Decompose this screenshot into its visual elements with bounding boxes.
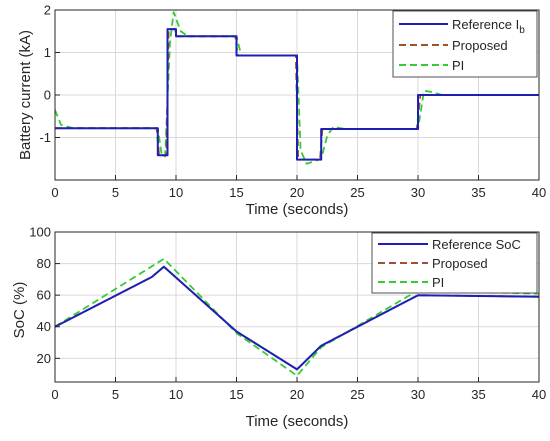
legend: Reference Ib Proposed PI [392,10,538,78]
y-axis-label-main: Battery current [17,61,34,160]
legend-label-pi: PI [452,58,464,73]
y-axis-label-unit: (kA) [17,30,34,62]
legend-label-reference-main: Reference I [452,17,519,32]
legend-label-pi: PI [432,275,444,290]
x-tick-label: 10 [169,185,183,200]
x-tick-label: 25 [350,185,364,200]
x-axis-label: Time (seconds) [246,201,349,218]
x-tick-label: 35 [471,185,485,200]
legend-label-proposed: Proposed [432,256,488,271]
x-tick-label: 15 [229,387,243,402]
tick-labels: 0 5 10 15 20 25 30 35 40 -1 0 1 2 [39,3,546,201]
y-axis-label: SoC (%) [11,282,28,339]
y-tick-label: 1 [44,45,51,60]
x-tick-label: 35 [471,387,485,402]
battery-current-chart: 0 5 10 15 20 25 30 35 40 -1 0 1 2 Time (seconds) Bat… [17,3,546,219]
tick-labels: 0 5 10 15 20 25 30 35 40 20 40 60 80 100 [29,225,546,403]
x-tick-label: 10 [169,387,183,402]
legend-label-proposed: Proposed [452,38,508,53]
x-tick-label: 15 [229,185,243,200]
y-tick-label: 80 [37,256,51,271]
x-tick-label: 25 [350,387,364,402]
x-tick-label: 20 [290,387,304,402]
x-tick-label: 40 [532,185,546,200]
x-tick-label: 5 [112,387,119,402]
x-tick-label: 20 [290,185,304,200]
series-lines [55,11,539,165]
x-tick-label: 0 [51,387,58,402]
y-axis-label: Battery current (kA) [17,30,34,160]
legend-label-reference: Reference Ib [452,17,525,36]
series-line-reference-soc [55,265,539,371]
y-tick-label: 100 [29,225,51,240]
legend-label-reference: Reference SoC [432,237,521,252]
y-tick-label: 60 [37,288,51,303]
x-tick-label: 30 [411,185,425,200]
x-tick-label: 0 [51,185,58,200]
legend-label-reference-sub: b [519,25,525,36]
series-line-reference-i-b [55,28,539,161]
x-tick-label: 30 [411,387,425,402]
y-tick-label: 40 [37,319,51,334]
x-axis-label: Time (seconds) [246,413,349,430]
y-tick-label: -1 [39,130,51,145]
y-tick-label: 0 [44,88,51,103]
x-tick-label: 40 [532,387,546,402]
legend: Reference SoC Proposed PI [371,232,538,294]
soc-chart: 0 5 10 15 20 25 30 35 40 20 40 60 80 100 Time (second… [11,225,546,431]
x-tick-label: 5 [112,185,119,200]
y-tick-label: 2 [44,3,51,18]
y-tick-label: 20 [37,351,51,366]
